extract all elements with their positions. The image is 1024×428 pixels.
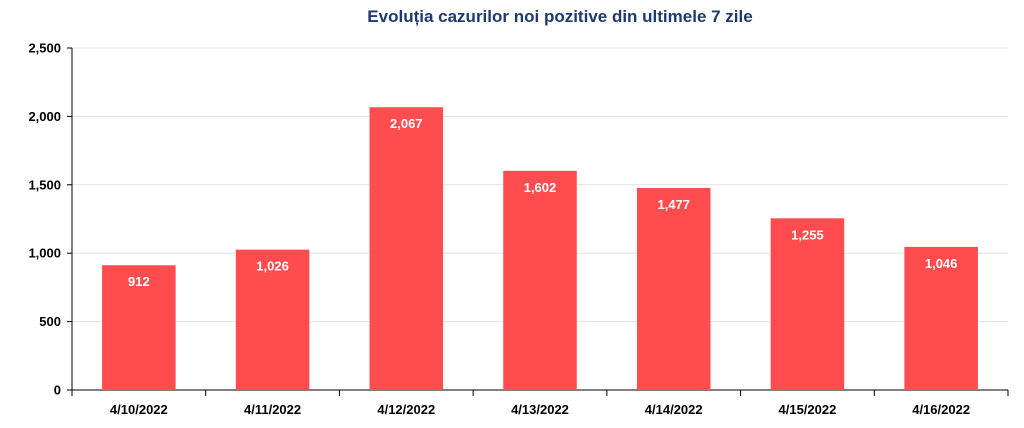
chart-title: Evoluția cazurilor noi pozitive din ulti…	[367, 7, 753, 26]
data-label: 1,046	[925, 256, 958, 271]
x-tick-label: 4/15/2022	[779, 402, 837, 417]
bar	[636, 187, 711, 390]
data-label: 1,255	[791, 227, 824, 242]
x-tick-label: 4/16/2022	[912, 402, 970, 417]
x-tick-label: 4/14/2022	[645, 402, 703, 417]
bar	[102, 265, 176, 390]
x-tick-label: 4/11/2022	[244, 402, 301, 417]
data-label: 1,026	[256, 259, 289, 274]
data-label: 912	[128, 274, 150, 289]
y-tick-label: 500	[39, 314, 61, 329]
bar	[503, 170, 577, 390]
bar	[235, 249, 310, 390]
y-tick-label: 1,500	[28, 177, 61, 192]
bar	[904, 246, 978, 390]
data-label: 1,477	[657, 197, 690, 212]
y-tick-label: 2,000	[28, 109, 61, 124]
y-tick-label: 0	[54, 383, 61, 398]
bar	[770, 218, 845, 390]
bar	[369, 107, 444, 390]
y-tick-label: 1,000	[28, 246, 61, 261]
data-label: 2,067	[390, 116, 423, 131]
y-tick-label: 2,500	[28, 41, 61, 56]
x-tick-label: 4/13/2022	[511, 402, 569, 417]
data-label: 1,602	[524, 180, 557, 195]
x-tick-label: 4/10/2022	[110, 402, 168, 417]
x-tick-label: 4/12/2022	[377, 402, 435, 417]
